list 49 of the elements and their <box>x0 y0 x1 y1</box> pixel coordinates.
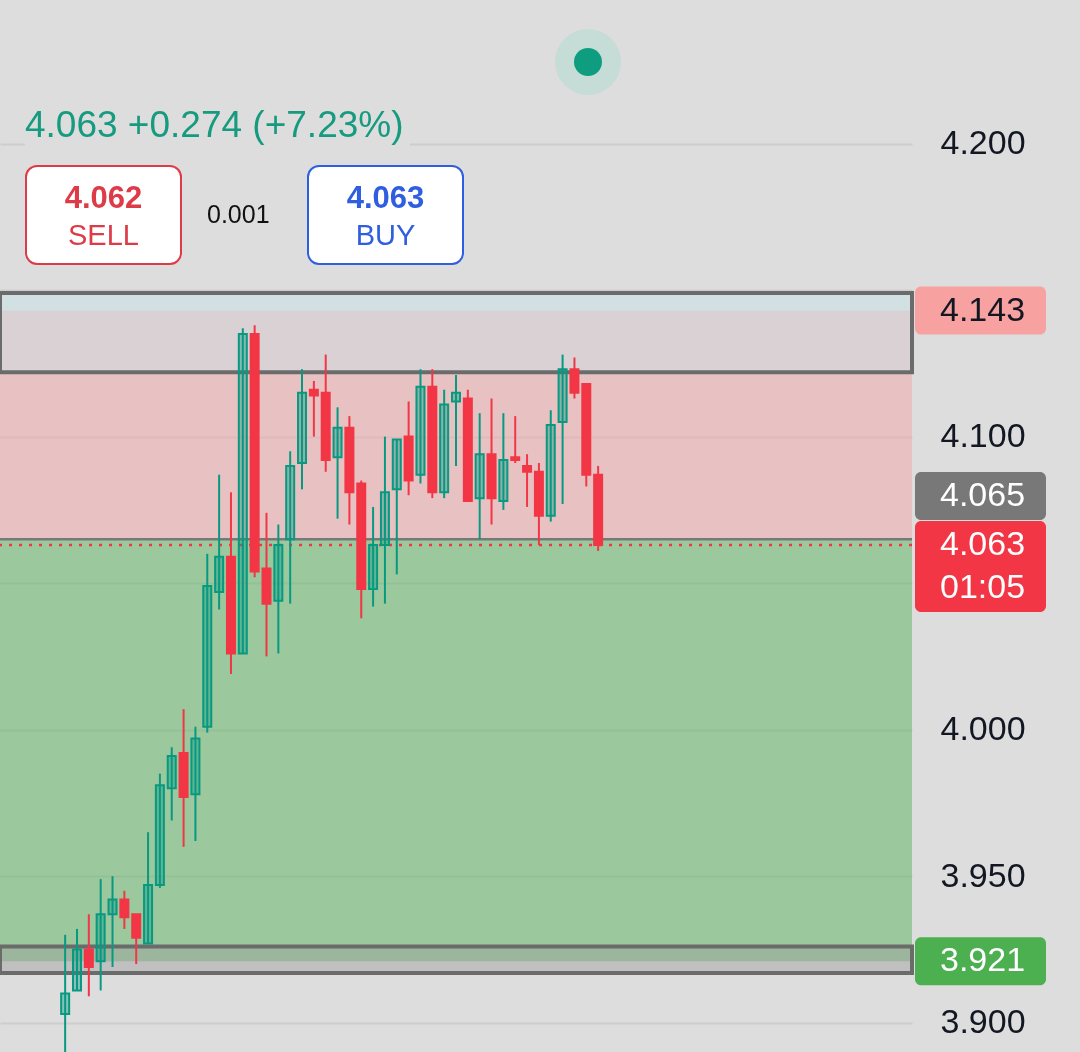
candlestick <box>285 450 296 605</box>
candlestick <box>439 388 450 500</box>
annotation: 4.062 <box>63 180 144 216</box>
candlestick <box>510 415 521 464</box>
button: 4.062 SELL <box>25 165 182 265</box>
y-tick-label: 4.200 <box>940 123 1026 162</box>
candlestick <box>273 523 284 655</box>
annotation: SELL <box>67 218 140 253</box>
y-tick-label: 3.950 <box>940 855 1026 894</box>
candlestick <box>522 453 533 508</box>
candlestick <box>71 927 82 992</box>
button: 4.063 BUY <box>307 165 464 265</box>
y-tick-label: 3.900 <box>940 1002 1026 1041</box>
ref-line-label: 4.063 01:05 <box>940 524 1026 606</box>
y-tick-label: 4.100 <box>940 416 1026 455</box>
candlestick <box>143 831 154 945</box>
candlestick <box>332 406 343 520</box>
candlestick <box>107 875 118 969</box>
candlestick <box>379 435 390 605</box>
candlestick <box>60 933 71 1052</box>
candlestick <box>297 368 308 491</box>
candlestick <box>214 473 225 611</box>
candlestick <box>391 438 402 576</box>
candlestick <box>131 913 142 966</box>
candlestick <box>451 374 461 467</box>
y-tick-label: 4.000 <box>940 709 1026 748</box>
annotation: 0.001 <box>207 199 270 229</box>
candlestick <box>474 412 485 541</box>
band-label: 3.921 <box>940 940 1026 979</box>
candlestick <box>569 356 580 400</box>
candlestick <box>83 913 94 998</box>
candlestick <box>154 772 165 889</box>
annotation: 4.063 <box>345 180 426 216</box>
candlestick <box>308 379 319 438</box>
candlestick <box>95 878 106 992</box>
ref-line-label: 4.065 <box>940 475 1026 514</box>
candlestick <box>190 725 201 843</box>
band-label: 4.143 <box>940 289 1026 328</box>
candlestick <box>498 412 509 511</box>
candlestick <box>237 327 248 655</box>
candlestick <box>415 368 426 485</box>
candlestick <box>166 746 177 822</box>
candlestick <box>119 889 130 930</box>
candlestick <box>202 552 213 734</box>
annotation: BUY <box>354 218 417 253</box>
text: 4.063 +0.274 (+7.23%) <box>25 103 410 147</box>
candlestick <box>368 505 379 608</box>
candlestick <box>557 353 568 506</box>
candlestick <box>545 409 556 523</box>
